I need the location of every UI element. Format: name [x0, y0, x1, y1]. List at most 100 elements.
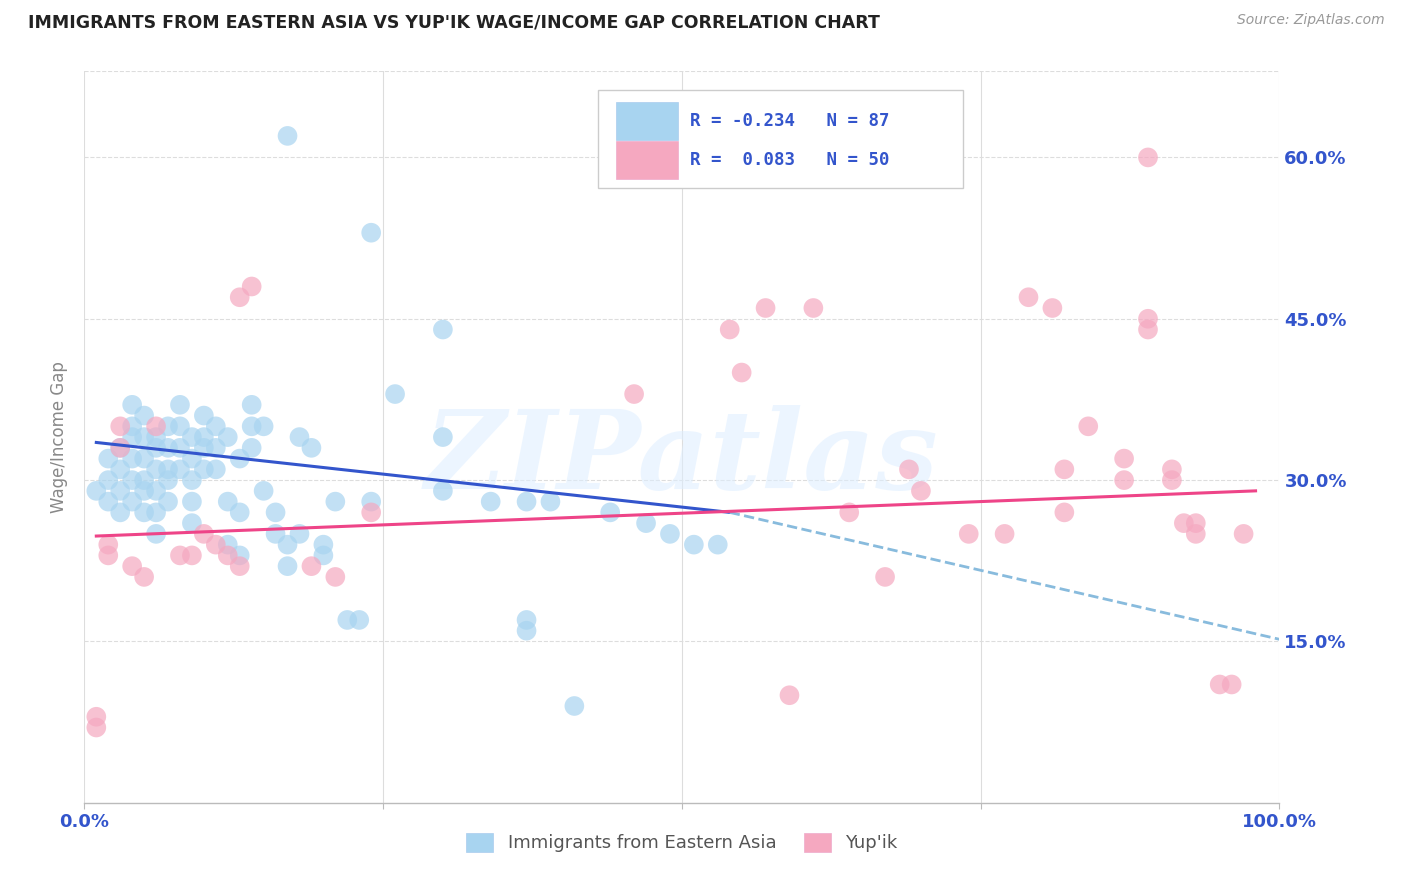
- Point: [181, 549, 204, 563]
- Point: [683, 538, 706, 552]
- Point: [145, 430, 167, 444]
- Point: [1233, 527, 1256, 541]
- Text: R =  0.083   N = 50: R = 0.083 N = 50: [690, 151, 890, 169]
- Point: [301, 559, 323, 574]
- Point: [432, 322, 454, 336]
- Point: [288, 527, 311, 541]
- Point: [145, 441, 167, 455]
- Point: [288, 430, 311, 444]
- Point: [121, 419, 143, 434]
- Point: [181, 430, 204, 444]
- Point: [157, 441, 180, 455]
- Point: [145, 505, 167, 519]
- Point: [277, 538, 299, 552]
- Point: [240, 279, 263, 293]
- Point: [169, 441, 191, 455]
- Point: [217, 430, 239, 444]
- Point: [145, 527, 167, 541]
- Point: [312, 538, 335, 552]
- Point: [755, 301, 778, 315]
- Point: [516, 624, 538, 638]
- Point: [432, 430, 454, 444]
- Point: [181, 494, 204, 508]
- Point: [659, 527, 682, 541]
- Point: [1185, 516, 1208, 530]
- Text: R = -0.234   N = 87: R = -0.234 N = 87: [690, 112, 890, 130]
- Point: [1161, 462, 1184, 476]
- Point: [157, 494, 180, 508]
- Point: [516, 494, 538, 508]
- Point: [360, 226, 382, 240]
- Point: [349, 613, 371, 627]
- Point: [110, 441, 132, 455]
- Point: [205, 419, 228, 434]
- Point: [253, 483, 276, 498]
- Point: [169, 398, 191, 412]
- Point: [336, 613, 359, 627]
- Point: [718, 322, 741, 336]
- Point: [157, 419, 180, 434]
- Point: [240, 419, 263, 434]
- Point: [110, 441, 132, 455]
- Point: [132, 451, 156, 466]
- Point: [229, 505, 252, 519]
- Point: [229, 451, 252, 466]
- Point: [229, 290, 252, 304]
- Point: [193, 441, 215, 455]
- Point: [564, 698, 586, 713]
- Point: [193, 527, 215, 541]
- Point: [205, 441, 228, 455]
- Point: [86, 710, 108, 724]
- Point: [97, 549, 120, 563]
- Point: [205, 538, 228, 552]
- Point: [838, 505, 860, 519]
- Point: [1220, 677, 1243, 691]
- Point: [110, 419, 132, 434]
- Point: [132, 483, 156, 498]
- Point: [229, 549, 252, 563]
- Point: [121, 494, 143, 508]
- Text: Source: ZipAtlas.com: Source: ZipAtlas.com: [1237, 13, 1385, 28]
- Point: [121, 430, 143, 444]
- Point: [86, 721, 108, 735]
- Point: [994, 527, 1017, 541]
- Point: [253, 419, 276, 434]
- Point: [217, 549, 239, 563]
- Point: [910, 483, 932, 498]
- Point: [121, 398, 143, 412]
- Point: [132, 430, 156, 444]
- Point: [132, 570, 156, 584]
- Point: [636, 516, 658, 530]
- Point: [325, 494, 347, 508]
- Point: [1161, 473, 1184, 487]
- Point: [1114, 451, 1136, 466]
- Legend: Immigrants from Eastern Asia, Yup'ik: Immigrants from Eastern Asia, Yup'ik: [460, 826, 904, 860]
- Point: [301, 441, 323, 455]
- Point: [277, 128, 299, 143]
- Point: [1173, 516, 1195, 530]
- Point: [1185, 527, 1208, 541]
- Point: [875, 570, 897, 584]
- Point: [1053, 462, 1076, 476]
- Point: [623, 387, 645, 401]
- Point: [97, 538, 120, 552]
- Point: [240, 441, 263, 455]
- Point: [217, 494, 239, 508]
- Text: IMMIGRANTS FROM EASTERN ASIA VS YUP'IK WAGE/INCOME GAP CORRELATION CHART: IMMIGRANTS FROM EASTERN ASIA VS YUP'IK W…: [28, 13, 880, 31]
- Point: [181, 473, 204, 487]
- Point: [264, 505, 287, 519]
- Point: [240, 398, 263, 412]
- Point: [132, 473, 156, 487]
- Point: [1042, 301, 1064, 315]
- Point: [360, 494, 382, 508]
- Point: [1114, 473, 1136, 487]
- Point: [157, 462, 180, 476]
- Point: [731, 366, 754, 380]
- Point: [110, 505, 132, 519]
- Y-axis label: Wage/Income Gap: Wage/Income Gap: [51, 361, 69, 513]
- Point: [169, 549, 191, 563]
- Point: [957, 527, 980, 541]
- Point: [229, 559, 252, 574]
- FancyBboxPatch shape: [616, 102, 678, 140]
- Point: [1209, 677, 1232, 691]
